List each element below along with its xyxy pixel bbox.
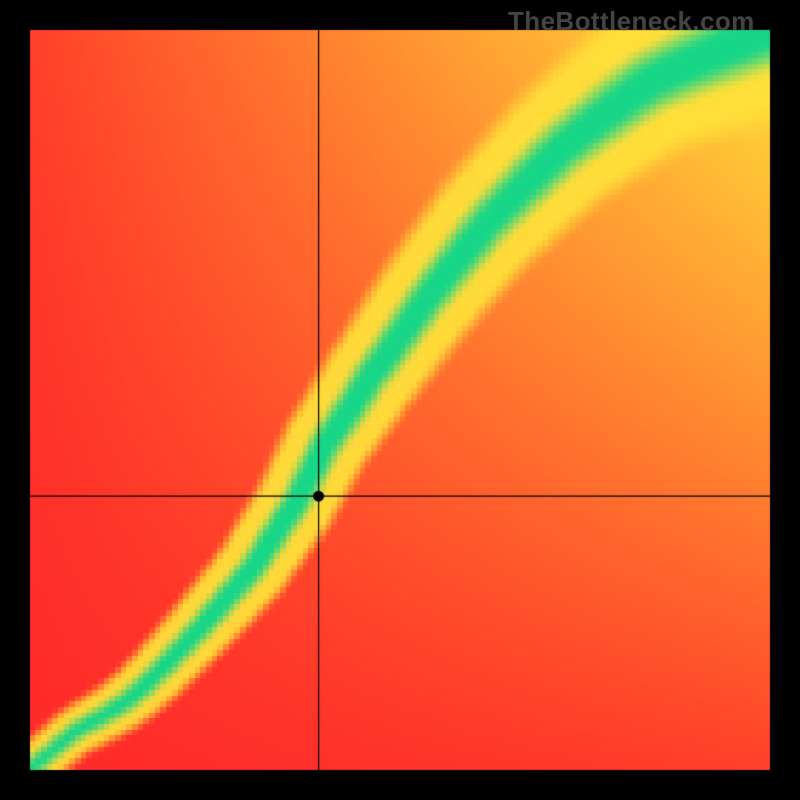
bottleneck-heatmap-canvas	[0, 0, 800, 800]
watermark-text: TheBottleneck.com	[508, 6, 755, 37]
bottleneck-chart-container: { "canvas": { "width": 800, "height": 80…	[0, 0, 800, 800]
